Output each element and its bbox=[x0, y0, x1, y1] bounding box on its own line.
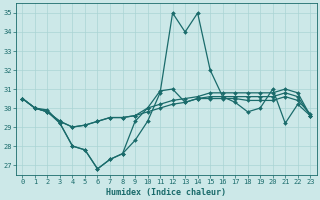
X-axis label: Humidex (Indice chaleur): Humidex (Indice chaleur) bbox=[106, 188, 226, 197]
